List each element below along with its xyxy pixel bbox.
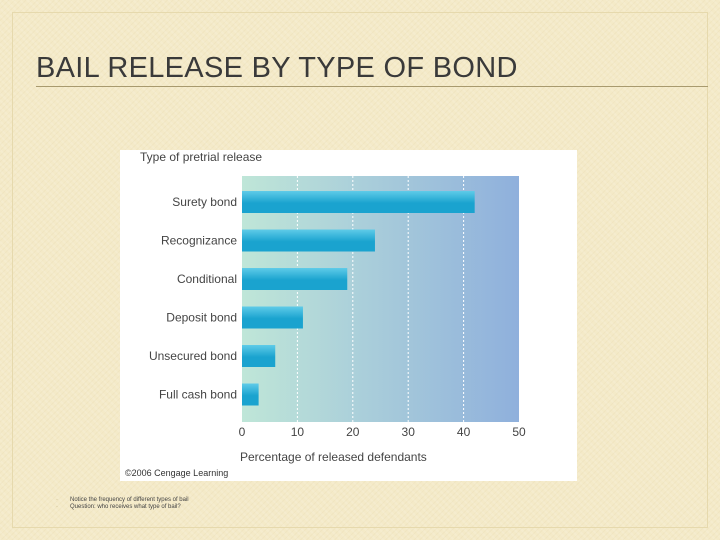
x-tick-label: 40 [457,425,471,439]
category-label: Full cash bond [159,388,237,402]
bullet-icon: · [56,497,58,503]
x-tick-label: 0 [239,425,246,439]
category-label: Conditional [177,272,237,286]
note-text: Question: who receives what type of bail… [70,504,181,510]
grid-lines [296,176,465,422]
bar-deposit-bond [242,306,303,329]
note-item: · Notice the frequency of different type… [56,497,189,504]
note-text: Notice the frequency of different types … [70,497,189,503]
chart-panel: Type of pretrial release Surety bond Reco… [120,150,577,481]
plot-area [242,176,519,422]
bullet-icon: · [56,504,58,510]
speaker-notes: · Notice the frequency of different type… [56,497,189,511]
bar-recognizance [242,229,375,252]
category-label: Unsecured bond [149,349,237,363]
slide-frame [12,12,708,528]
bar-unsecured-bond [242,345,276,367]
bar-chart: Type of pretrial release Surety bond Reco… [125,150,526,478]
note-item: · Question: who receives what type of ba… [56,504,189,511]
x-tick-label: 10 [291,425,305,439]
bar-full-cash-bond [242,383,259,406]
bar-series [242,191,475,406]
category-labels: Surety bond Recognizance Conditional Deposi… [149,195,237,402]
x-tick-labels: 0 10 20 30 40 50 [239,425,526,439]
slide-title: BAIL RELEASE BY TYPE OF BOND [36,52,518,84]
title-rule [36,86,708,87]
x-axis-label: Percentage of released defendants [240,450,427,464]
category-label: Recognizance [161,234,237,248]
x-tick-label: 20 [346,425,360,439]
category-label: Deposit bond [166,311,237,325]
bar-conditional [242,268,348,290]
chart-title: Type of pretrial release [140,150,262,164]
x-tick-label: 50 [512,425,526,439]
bar-surety-bond [242,191,475,213]
credit-text: ©2006 Cengage Learning [125,468,228,478]
category-label: Surety bond [172,195,237,209]
x-tick-label: 30 [402,425,416,439]
